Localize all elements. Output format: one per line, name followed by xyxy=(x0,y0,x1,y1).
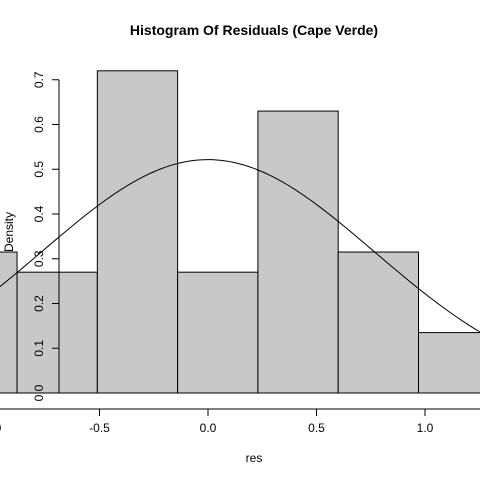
x-tick-label: 0.5 xyxy=(308,421,325,435)
y-axis-label: Density xyxy=(2,212,16,252)
histogram-bar-6 xyxy=(337,251,419,394)
y-tick-label: 0.2 xyxy=(32,295,46,312)
y-tick-label: 0.7 xyxy=(32,71,46,88)
histogram-bar-2 xyxy=(16,271,98,394)
y-tick-label: 0.5 xyxy=(32,161,46,178)
x-axis-label: res xyxy=(246,451,263,465)
y-tick-label: 0.1 xyxy=(32,340,46,357)
y-tick-label: 0.4 xyxy=(32,205,46,222)
y-tick-label: 0.0 xyxy=(32,384,46,401)
y-axis: 0.0 0.1 0.2 0.3 0.4 0.5 0.6 0.7 xyxy=(32,71,60,401)
histogram-bar-7 xyxy=(417,332,480,394)
x-tick-label: 1.0 xyxy=(417,421,434,435)
histogram-bar-3 xyxy=(96,70,179,394)
chart-title: Histogram Of Residuals (Cape Verde) xyxy=(130,22,378,38)
y-tick-label: 0.3 xyxy=(32,250,46,267)
histogram-bars xyxy=(0,70,480,394)
x-tick-label: -1.0 xyxy=(0,421,2,435)
density-curve xyxy=(0,159,480,333)
x-axis: -1.0-0.50.00.51.01.52.0 xyxy=(0,408,480,435)
y-tick-label: 0.6 xyxy=(32,116,46,133)
x-tick-label: 0.0 xyxy=(200,421,217,435)
histogram-bar-4 xyxy=(177,271,259,394)
histogram-bar-5 xyxy=(257,110,339,394)
histogram-bar-1 xyxy=(0,251,18,394)
x-tick-label: -0.5 xyxy=(89,421,110,435)
